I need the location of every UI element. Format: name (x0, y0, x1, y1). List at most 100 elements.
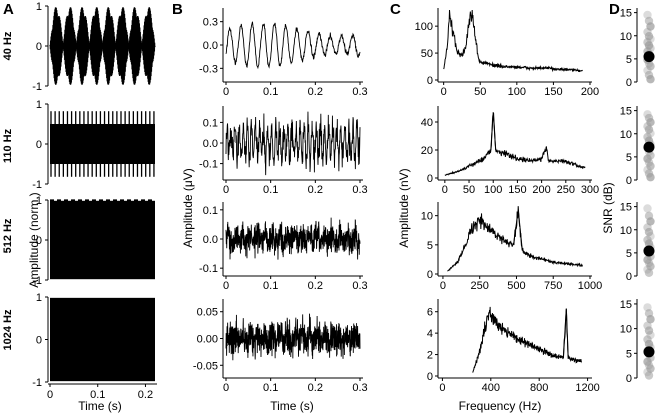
panel-d-ytick-label: 0 (626, 175, 632, 187)
panel-d-ytick-label: 15 (620, 106, 632, 118)
panel-b-xtick-label: 0.3 (352, 382, 367, 394)
panel-c-xtick-label: 250 (557, 184, 575, 196)
panel-d-snr-point (644, 339, 654, 349)
panel-b-ytick-label: 0.05 (197, 307, 218, 319)
panel-c-ytick-label: 6 (427, 307, 433, 319)
panel-c-xtick-label: 750 (544, 280, 562, 292)
panel-d-snr-point (644, 268, 654, 277)
panel-c-ytick-label: 0 (427, 269, 433, 281)
panel-a-xtick-label: 0.1 (90, 389, 105, 401)
panel-c-spectrum-trace (443, 9, 583, 73)
panel-b-response-trace (225, 21, 361, 70)
panel-c-xtick-label: 0 (440, 280, 446, 292)
panel-a-waveform-trace (50, 124, 155, 164)
panel-c-spectrum-peak (490, 112, 497, 151)
panel-d-snr-mean (643, 51, 655, 63)
row-labels: 40 Hz 110 Hz 512 Hz 1024 Hz (2, 31, 14, 350)
panel-b-xtick-label: 0.1 (263, 184, 278, 196)
panel-label-d: D (609, 1, 620, 18)
panel-a-ytick-label: 1 (36, 195, 42, 207)
panel-c-xtick-label: 0 (441, 86, 447, 98)
panel-d-ytick-label: 15 (620, 299, 632, 311)
panel-c-xtick-label: 500 (507, 280, 525, 292)
panel-c-xtick-label: 1200 (575, 382, 599, 394)
panel-c-xtick-label: 100 (484, 184, 502, 196)
panel-labels: A B C D (3, 1, 620, 18)
panel-d-ytick-label: 5 (626, 152, 632, 164)
panel-c-ytick-label: 0 (427, 371, 433, 383)
panel-b-ytick-label: -0.05 (193, 360, 218, 372)
panel-d-ytick-label: 0 (626, 77, 632, 89)
row-label-110hz: 110 Hz (2, 128, 14, 163)
panel-d-snr-point (643, 154, 652, 163)
panel-b-ytick-label: 0.0 (203, 40, 218, 52)
axis-titles: Time (s) Amplitude (norm.) Time (s) Ampl… (27, 168, 615, 413)
panel-c-xtick-label: 400 (482, 382, 500, 394)
panel-c-ytick-label: 5 (427, 240, 433, 252)
panel-a-ytick-label: 1 (36, 99, 42, 111)
panel-b-xtick-label: 0.2 (308, 382, 323, 394)
panel-d-ytick-label: 10 (620, 225, 632, 237)
panel-a-ylabel: Amplitude (norm.) (27, 192, 41, 287)
panel-d-ytick-label: 10 (620, 31, 632, 43)
panel-d-ytick-label: 10 (620, 324, 632, 336)
panel-b-xtick-label: 0.3 (352, 184, 367, 196)
panel-b-ytick-label: 0.0 (203, 138, 218, 150)
panel-d-snr-point (646, 217, 655, 226)
panel-d-snr-point (644, 239, 654, 248)
panel-b-xtick-label: 0.3 (352, 86, 367, 98)
panel-c-xtick-label: 200 (532, 184, 550, 196)
panel-d-snr-point (646, 161, 655, 171)
panel-c-spectrum-trace (444, 112, 586, 176)
panel-a-row-3: -1 0 1 0 0.1 0.2 (32, 292, 157, 401)
row-label-1024hz: 1024 Hz (2, 309, 14, 350)
panel-c-xtick-label: 100 (508, 86, 526, 98)
panel-d-ytick-label: 5 (626, 248, 632, 260)
panel-c-xtick-label: 300 (581, 184, 599, 196)
panel-d-snr-point (644, 125, 654, 134)
panel-d-ytick-label: 10 (620, 129, 632, 141)
panel-c-ylabel: Amplitude (nV) (397, 168, 411, 247)
panel-d-snr-mean (643, 141, 655, 153)
panel-d-snr-point (646, 364, 655, 373)
panel-a-ytick-label: -1 (32, 179, 42, 191)
panel-b-ytick-label: 0.1 (203, 205, 218, 217)
panel-b-ytick-label: -0.3 (199, 63, 218, 75)
panel-d-snr-point (646, 315, 655, 324)
panel-a-row-0: -1 0 1 (32, 1, 156, 93)
panel-c-ytick-label: 40 (421, 117, 433, 129)
panel-b-row-2: 0.1 0.0 -0.1 0 0.1 0.2 0.3 (199, 202, 368, 292)
panel-b-xtick-label: 0.1 (263, 382, 278, 394)
panel-d-row-1: 0 5 10 15 (620, 106, 655, 187)
panel-a-xtick-label: 0.2 (138, 389, 153, 401)
panel-b-xtick-label: 0.2 (308, 280, 323, 292)
panel-c-row-1: 0 20 40 0 50 100 150 200 250 300 (421, 106, 599, 196)
panel-d-ytick-label: 0 (626, 373, 632, 385)
panel-c-ytick-label: 0 (427, 173, 433, 185)
panel-a-ytick-label: -1 (32, 275, 42, 287)
panel-a-ytick-label: -1 (32, 81, 42, 93)
panel-d-ytick-label: 5 (626, 54, 632, 66)
panel-a-row-1: -1 0 1 (32, 99, 155, 191)
panel-c-ytick-label: 10 (421, 211, 433, 223)
panel-c-ytick-label: 50 (421, 48, 433, 60)
panel-b-xtick-label: 0.1 (263, 280, 278, 292)
panel-d-snr-point (646, 22, 655, 31)
panel-d-snr-point (644, 371, 654, 380)
panel-label-c: C (390, 1, 401, 18)
panel-c-xtick-label: 1000 (578, 280, 602, 292)
panel-a-row-2: -1 0 1 (32, 195, 155, 287)
panel-a-waveform-trace (50, 297, 155, 382)
panel-a-ytick-label: -1 (32, 377, 42, 389)
panel-d-snr-point (646, 117, 655, 127)
panel-b-row-0: 0.3 0.0 -0.3 0 0.1 0.2 0.3 (199, 8, 368, 98)
panel-c-ytick-label: 4 (427, 328, 433, 340)
panel-b-row-1: 0.1 0.0 -0.1 0 0.1 0.2 0.3 (199, 106, 368, 196)
panel-b-xtick-label: 0.2 (308, 184, 323, 196)
panel-b-ytick-label: 0.0 (203, 234, 218, 246)
panel-b-response-trace (225, 217, 361, 260)
panel-b-xtick-label: 0 (223, 184, 229, 196)
panel-d-ylabel: SNR (dB) (601, 182, 615, 233)
panel-c-ytick-label: 20 (421, 145, 433, 157)
